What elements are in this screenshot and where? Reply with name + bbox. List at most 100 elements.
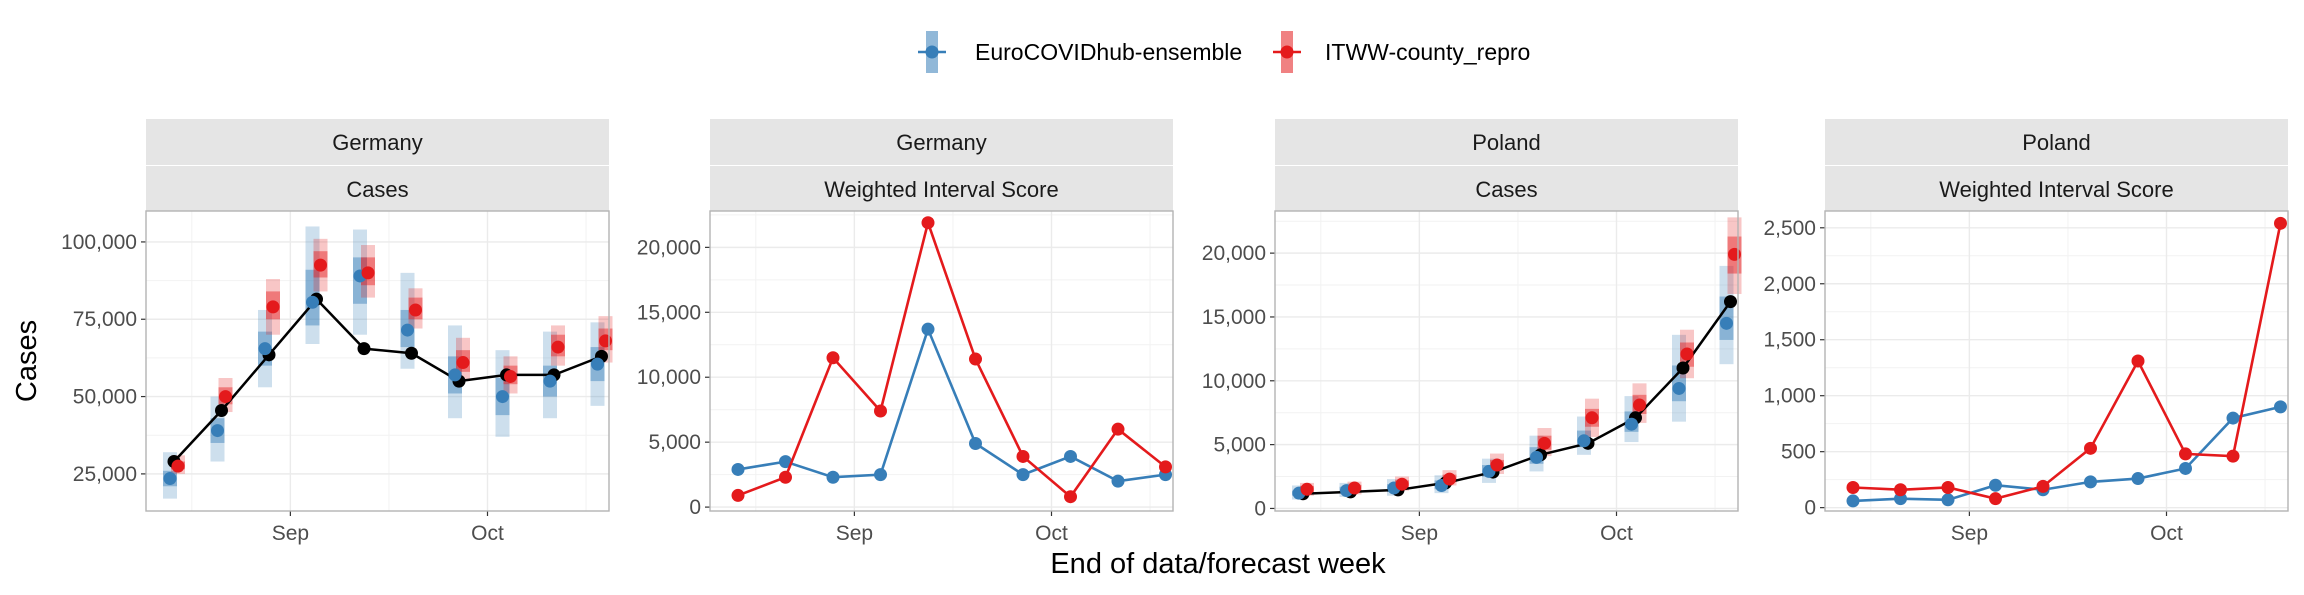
panel-border xyxy=(145,210,610,512)
score-point-itww xyxy=(1064,490,1077,504)
score-point-ensemble xyxy=(1989,478,2002,492)
score-point-ensemble xyxy=(969,436,982,450)
y-tick-label: 5,000 xyxy=(648,431,701,454)
median-point-itww xyxy=(1490,458,1504,472)
strip-top xyxy=(1825,119,2288,165)
score-line-ensemble xyxy=(1852,405,2281,503)
median-point-ensemble xyxy=(258,342,272,356)
median-point-itww xyxy=(314,258,327,272)
median-point-ensemble xyxy=(496,390,509,404)
score-point-itww xyxy=(2084,441,2097,455)
score-point-ensemble xyxy=(2131,472,2145,486)
interval-outer-ensemble xyxy=(400,272,415,369)
median-point-itww xyxy=(551,340,565,354)
score-point-ensemble xyxy=(1894,492,1907,506)
median-point-itww xyxy=(599,334,612,348)
y-tick-label: 20,000 xyxy=(1202,242,1266,265)
score-point-ensemble xyxy=(1111,474,1125,488)
strip-bottom xyxy=(1275,166,1738,211)
truth-point xyxy=(357,342,371,356)
strip-top xyxy=(710,119,1173,165)
truth-point xyxy=(405,346,418,360)
interval-outer-ensemble xyxy=(305,226,320,344)
median-point-itww xyxy=(171,459,185,473)
median-point-itww xyxy=(361,266,375,280)
median-point-ensemble xyxy=(1672,381,1686,395)
score-point-ensemble xyxy=(779,455,792,469)
median-point-ensemble xyxy=(591,357,604,371)
score-point-ensemble xyxy=(826,470,840,484)
score-point-itww xyxy=(2274,216,2287,230)
strip-top xyxy=(1275,119,1738,165)
median-point-itww xyxy=(1348,481,1361,495)
median-point-itww xyxy=(1300,482,1314,496)
score-point-ensemble xyxy=(1846,494,1860,508)
strip-label-target: Cases xyxy=(1475,177,1537,202)
strip-bottom xyxy=(1825,166,2288,211)
median-point-ensemble xyxy=(448,368,462,382)
score-point-itww xyxy=(1941,480,1955,494)
truth-line xyxy=(1302,300,1732,496)
gridlines xyxy=(1275,211,1738,511)
score-line-ensemble xyxy=(737,325,1166,483)
truth-line xyxy=(173,297,602,463)
strip-label-location: Poland xyxy=(2022,130,2091,155)
score-point-itww xyxy=(779,470,792,484)
y-tick-label: 5,000 xyxy=(1213,434,1266,457)
gridlines xyxy=(146,211,609,511)
y-tick-label: 15,000 xyxy=(1202,306,1266,329)
strip-label-location: Germany xyxy=(332,130,422,155)
strip-label-location: Germany xyxy=(896,130,986,155)
score-point-itww xyxy=(2226,449,2240,463)
y-tick-label: 1,000 xyxy=(1763,385,1816,408)
panel-border xyxy=(1274,210,1739,512)
panel-4: Poland Weighted Interval Score 0 500 1,000 1,… xyxy=(1763,119,2289,545)
x-tick-label: Sep xyxy=(1951,522,1988,545)
x-tick-label: Oct xyxy=(1600,522,1633,545)
panel-border xyxy=(709,210,1174,512)
median-point-ensemble xyxy=(543,374,557,388)
y-tick-label: 50,000 xyxy=(73,386,137,409)
score-point-itww xyxy=(2036,479,2050,493)
y-tick-label: 2,000 xyxy=(1763,273,1816,296)
panel-border xyxy=(1824,210,2289,512)
strip-label-target: Weighted Interval Score xyxy=(1939,177,2173,202)
y-tick-label: 15,000 xyxy=(637,301,701,324)
gridlines xyxy=(1825,211,2288,511)
score-point-itww xyxy=(1111,422,1125,436)
score-point-itww xyxy=(1016,449,1030,463)
score-point-itww xyxy=(826,351,840,365)
truth-point xyxy=(1724,295,1737,309)
strip-label-target: Cases xyxy=(346,177,408,202)
panel-1: Germany Cases 25,000 50,000 75,000 100,000 Sep… xyxy=(61,119,613,545)
x-tick-label: Oct xyxy=(1035,522,1068,545)
y-axis-title: Cases xyxy=(11,320,43,402)
median-point-itww xyxy=(1443,472,1456,486)
truth-point xyxy=(215,403,228,417)
median-point-ensemble xyxy=(306,295,319,309)
median-point-itww xyxy=(1728,247,1741,261)
legend-item-ensemble: EuroCOVIDhub-ensemble xyxy=(918,31,1242,73)
median-point-itww xyxy=(456,356,470,370)
median-point-itww xyxy=(1680,347,1694,361)
median-point-itww xyxy=(1585,411,1599,425)
x-tick-label: Sep xyxy=(272,522,309,545)
score-point-ensemble xyxy=(2179,461,2192,475)
score-point-itww xyxy=(874,404,887,418)
median-point-ensemble xyxy=(1625,417,1638,431)
legend-ensemble-label: EuroCOVIDhub-ensemble xyxy=(975,39,1242,65)
x-tick-label: Oct xyxy=(2150,522,2183,545)
y-tick-label: 2,500 xyxy=(1763,217,1816,240)
score-line-itww xyxy=(1852,223,2282,501)
series-truth xyxy=(167,292,608,469)
legend-ensemble-swatch-point xyxy=(925,45,939,59)
median-point-itww xyxy=(1395,477,1409,491)
x-axis-title: End of data/forecast week xyxy=(1050,548,1386,580)
y-tick-label: 100,000 xyxy=(61,231,137,254)
score-point-ensemble xyxy=(1941,493,1955,507)
facet-panels: Germany Cases 25,000 50,000 75,000 100,000 Sep… xyxy=(61,119,2289,545)
panel-background xyxy=(1825,211,2288,511)
score-line-itww xyxy=(737,218,1167,499)
median-point-itww xyxy=(266,300,280,314)
